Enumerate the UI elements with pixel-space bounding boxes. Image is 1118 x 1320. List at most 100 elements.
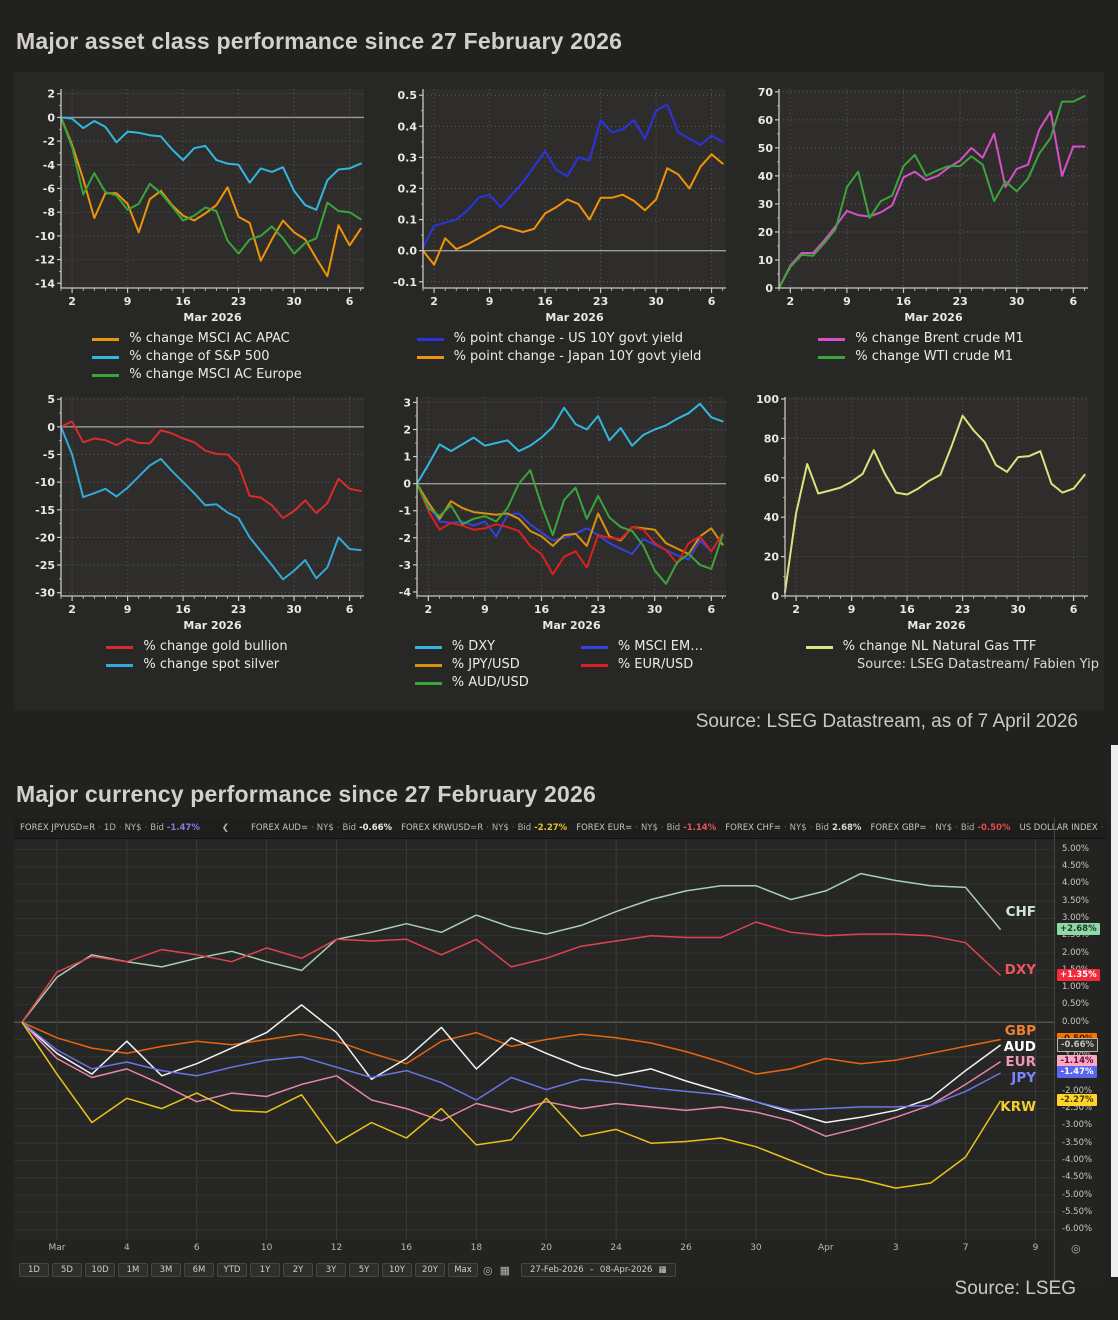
target-icon-button[interactable]: ◎ (483, 1264, 493, 1277)
svg-text:-25: -25 (35, 559, 55, 572)
svg-text:6: 6 (707, 603, 715, 616)
fx-axis-tick: 0.00% (1062, 1016, 1090, 1027)
svg-text:0: 0 (771, 590, 779, 603)
period-button-6m[interactable]: 6M (184, 1263, 214, 1277)
svg-text:0.0: 0.0 (398, 245, 418, 258)
legend-swatch (106, 645, 134, 649)
legend-item-point-change-us-10y-govt-yield: % point change - US 10Y govt yield (416, 330, 702, 348)
legend-fx-em: % DXY % MSCI EM… % JPY/USD % EUR/USD % AUD/U… (414, 638, 703, 692)
fx-series-label-eur: EUR (1005, 1054, 1036, 1071)
svg-text:2: 2 (403, 423, 411, 436)
fx-axis-tick: 4.50% (1062, 861, 1090, 872)
instrument-name: FOREX JPYUSD=R (20, 823, 96, 833)
svg-text:6: 6 (708, 295, 716, 308)
x-axis-title: Mar 2026 (542, 619, 601, 632)
fx-value-badge-eur: -1.14% (1057, 1054, 1097, 1067)
period-button-5d[interactable]: 5D (52, 1263, 82, 1277)
instrument-param: Bid (815, 823, 829, 833)
ribbon-back-button[interactable]: ❮ (221, 823, 229, 833)
ribbon-instrument-forex-gbp[interactable]: FOREX GBP= · NY$ · Bid -0.50% (870, 823, 1010, 833)
series-line-change-wti-crude-m1 (778, 95, 1086, 289)
date-range-picker[interactable]: 27-Feb-2026–08-Apr-2026 ▦ (521, 1263, 676, 1277)
svg-text:2: 2 (786, 295, 794, 308)
series-line-change-gold-bullion (60, 420, 362, 520)
separator-dot: · (783, 823, 787, 833)
fx-x-tick: 20 (540, 1243, 552, 1253)
period-button-max[interactable]: Max (448, 1263, 478, 1277)
fx-axis-tick: 3.50% (1062, 895, 1090, 906)
legend-label: % change gold bullion (143, 639, 288, 654)
fx-x-axis-labels: Mar 4 6 10 12 16 18 20 24 26 30 Apr 3 7 9 (14, 1243, 1054, 1258)
fx-x-tick: Apr (818, 1243, 834, 1253)
period-button-2y[interactable]: 2Y (283, 1263, 313, 1277)
fx-axis-tick: -4.50% (1062, 1172, 1093, 1183)
legend-swatch (414, 681, 442, 685)
fx-series-line-aud (21, 1004, 1002, 1124)
period-button-3m[interactable]: 3M (151, 1263, 181, 1277)
fx-series-label-chf: CHF (1005, 903, 1036, 920)
vertical-scrollbar[interactable] (1111, 745, 1118, 1277)
legend-item-change-msci-ac-europe: % change MSCI AC Europe (92, 366, 302, 384)
instrument-name: FOREX KRWUSD=R (401, 823, 484, 833)
period-button-3y[interactable]: 3Y (316, 1263, 346, 1277)
period-button-1m[interactable]: 1M (118, 1263, 148, 1277)
ribbon-instrument-forex-jpyusd-r[interactable]: FOREX JPYUSD=R · 1D · NY$ · Bid -1.47% (20, 823, 200, 833)
separator-dot: · (660, 823, 664, 833)
ribbon-instrument-forex-krwusd-r[interactable]: FOREX KRWUSD=R · NY$ · Bid -2.27% (401, 823, 567, 833)
svg-text:2: 2 (424, 603, 432, 616)
period-button-ytd[interactable]: YTD (217, 1263, 247, 1277)
fx-series-line-dxy (21, 921, 1002, 1023)
legend-item-dxy: % DXY (414, 638, 529, 656)
ribbon-instrument-forex-aud[interactable]: FOREX AUD= · NY$ · Bid -0.66% (251, 823, 392, 833)
period-button-20y[interactable]: 20Y (415, 1263, 445, 1277)
svg-text:23: 23 (952, 295, 967, 308)
legend-natgas: % change NL Natural Gas TTF (805, 638, 1036, 656)
svg-text:9: 9 (843, 295, 851, 308)
svg-text:16: 16 (534, 603, 550, 616)
instrument-param: NY$ (640, 823, 658, 833)
axis-ticks: 0.5 0.4 0.3 0.2 0.1 0.0 -0.1 2 9 16 23 30 6 (393, 89, 724, 308)
axis-ticks: 2 0 -2 -4 -6 -8 -10 -12 -14 2 9 16 23 30 6 (35, 88, 362, 308)
legend-item-change-of-s-p-500: % change of S&P 500 (92, 348, 302, 366)
axis-ticks: 5 0 -5 -10 -15 -20 -25 -30 2 9 16 23 30 6 (35, 393, 362, 616)
period-button-10y[interactable]: 10Y (382, 1263, 412, 1277)
fx-axis-tick: 5.00% (1062, 843, 1090, 854)
svg-text:23: 23 (955, 603, 970, 616)
instrument-change-value: -2.27% (534, 823, 568, 833)
instrument-change-value: -0.50% (977, 823, 1011, 833)
legend-swatch (580, 645, 608, 649)
ribbon-instrument-us-dollar-index[interactable]: US DOLLAR INDEX·IUS·Trade Price1.35% (1019, 823, 1106, 833)
legend-item-change-gold-bullion: % change gold bullion (106, 638, 288, 656)
svg-text:-0.1: -0.1 (393, 276, 417, 289)
period-button-5y[interactable]: 5Y (349, 1263, 379, 1277)
instrument-param: Bid (150, 823, 164, 833)
legend-item-point-change-japan-10y-govt-yield: % point change - Japan 10Y govt yield (416, 348, 702, 366)
svg-text:6: 6 (346, 603, 354, 616)
x-axis-title: Mar 2026 (183, 311, 242, 324)
fx-axis-tick: 1.00% (1062, 982, 1090, 993)
svg-text:23: 23 (231, 295, 246, 308)
x-axis-title: Mar 2026 (545, 311, 604, 324)
period-button-1d[interactable]: 1D (19, 1263, 49, 1277)
ribbon-instrument-forex-chf[interactable]: FOREX CHF= · NY$ · Bid 2.68% (725, 823, 861, 833)
fx-x-tick: 26 (680, 1243, 692, 1253)
separator-dot: · (118, 823, 122, 833)
svg-text:23: 23 (590, 603, 605, 616)
ribbon-instrument-forex-eur[interactable]: FOREX EUR= · NY$ · Bid -1.14% (576, 823, 716, 833)
svg-text:0: 0 (765, 282, 773, 295)
target-icon[interactable]: ◎ (1071, 1242, 1081, 1255)
period-button-10d[interactable]: 10D (85, 1263, 115, 1277)
panel-grid-icon-button[interactable]: ▦ (499, 1264, 511, 1277)
period-button-1y[interactable]: 1Y (250, 1263, 280, 1277)
svg-text:2: 2 (430, 295, 438, 308)
fx-series-line-krw (21, 1021, 1002, 1189)
legend-swatch (818, 337, 846, 341)
instrument-param: Bid (517, 823, 532, 833)
svg-text:9: 9 (486, 295, 494, 308)
legend-label: % point change - Japan 10Y govt yield (453, 349, 702, 364)
separator-dot: · (955, 823, 958, 833)
fx-series-label-aud: AUD (1003, 1039, 1036, 1056)
fx-series-line-chf (21, 872, 1002, 1023)
legend-swatch (580, 663, 608, 667)
